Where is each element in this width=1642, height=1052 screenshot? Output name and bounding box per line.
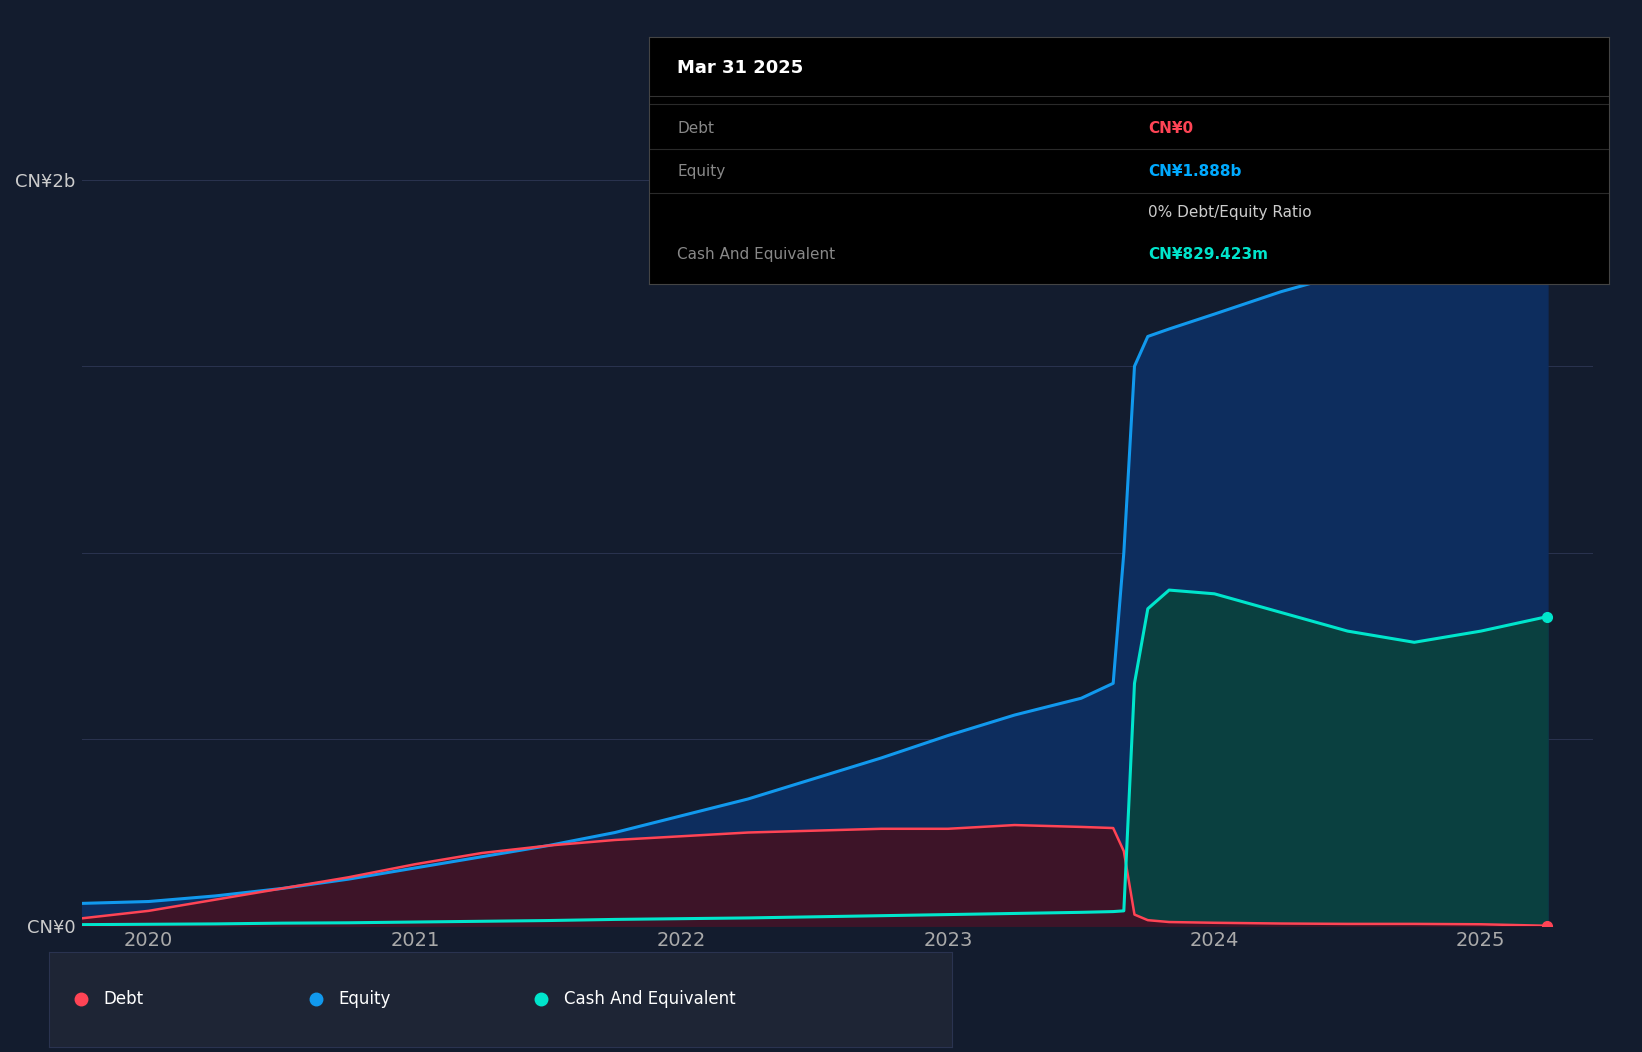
Text: Cash And Equivalent: Cash And Equivalent — [565, 990, 736, 1009]
Text: CN¥1.888b: CN¥1.888b — [1148, 164, 1241, 179]
Text: Mar 31 2025: Mar 31 2025 — [678, 59, 803, 77]
Text: CN¥829.423m: CN¥829.423m — [1148, 247, 1268, 262]
Text: 0% Debt/Equity Ratio: 0% Debt/Equity Ratio — [1148, 205, 1312, 220]
Text: Debt: Debt — [678, 121, 714, 136]
Text: Equity: Equity — [678, 164, 726, 179]
Text: CN¥0: CN¥0 — [1148, 121, 1194, 136]
Text: Equity: Equity — [338, 990, 391, 1009]
Text: Debt: Debt — [103, 990, 143, 1009]
Text: Cash And Equivalent: Cash And Equivalent — [678, 247, 836, 262]
